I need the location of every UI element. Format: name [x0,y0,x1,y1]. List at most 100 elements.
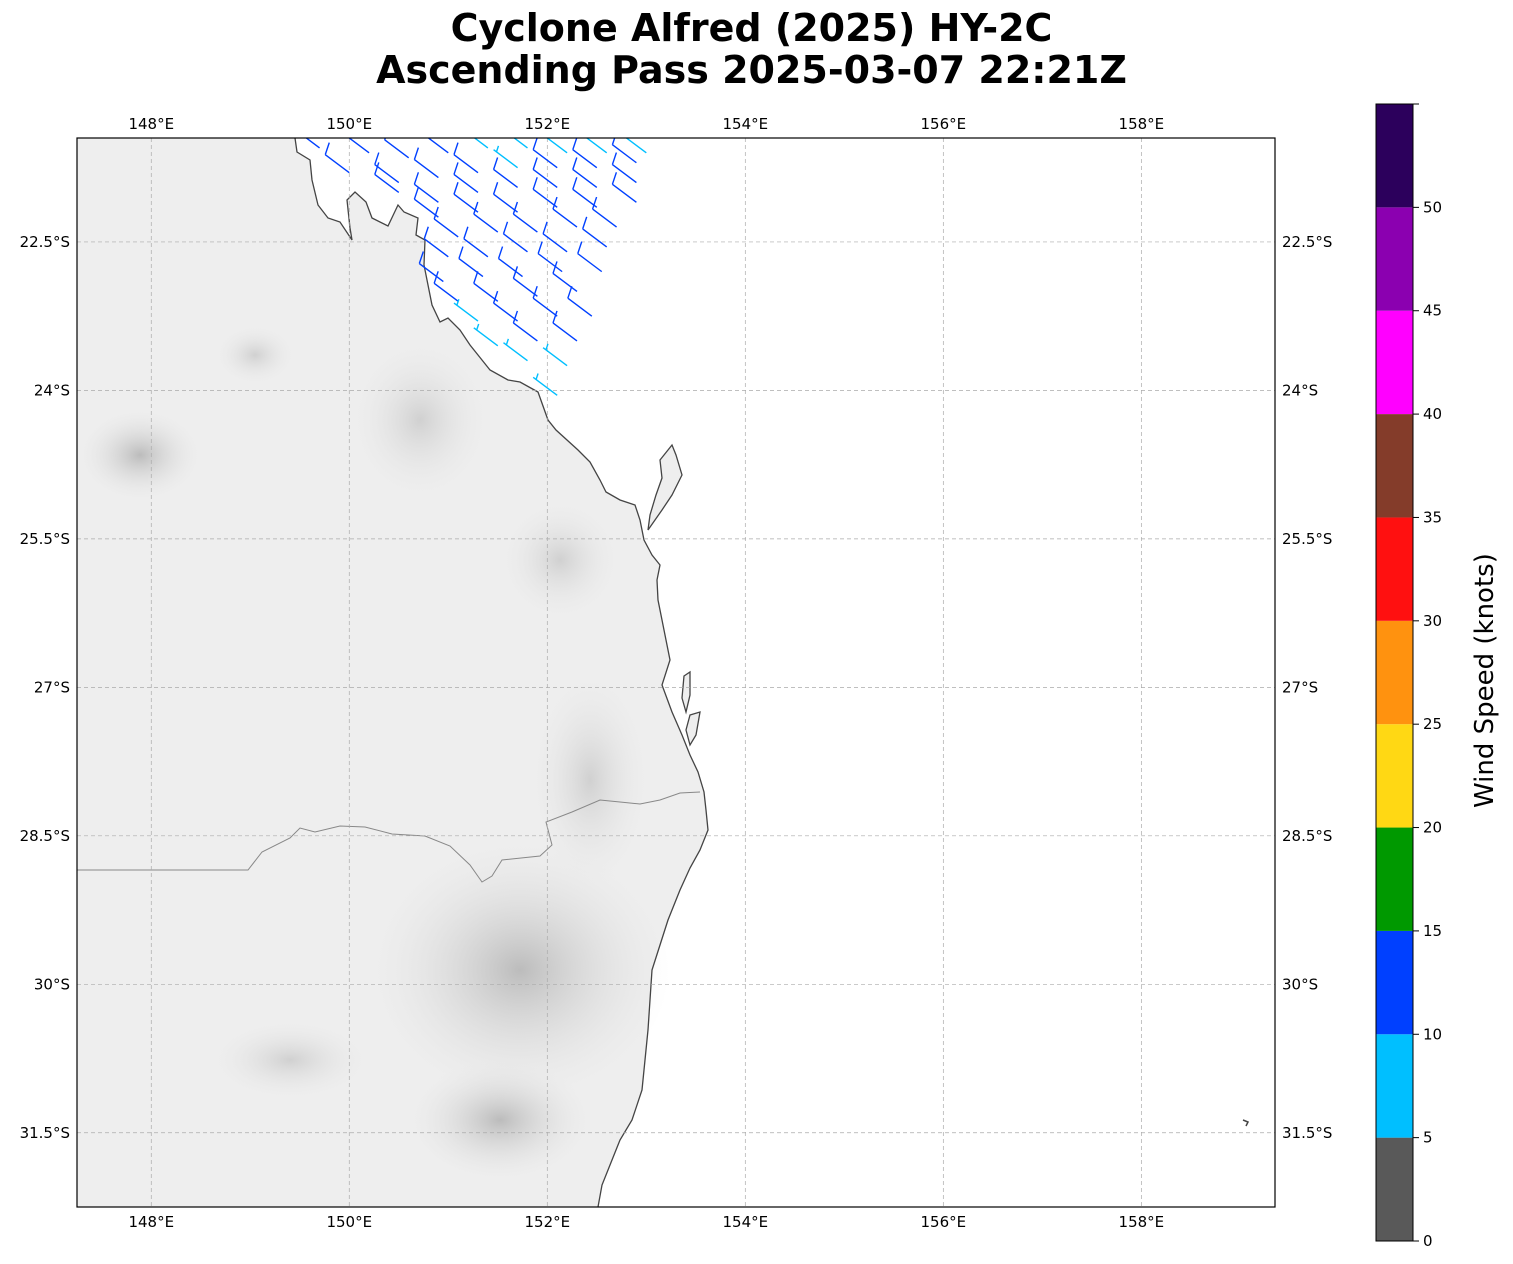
wind-barb [492,157,519,189]
wind-barb [473,138,489,149]
wind-barb [542,343,568,367]
colorbar-tick-label: 40 [1423,405,1442,423]
map-frame [76,137,1276,1208]
colorbar-bin [1376,827,1413,931]
lat-tick-label-left: 28.5°S [20,827,70,845]
colorbar-bin [1376,1034,1413,1138]
lat-tick-label-right: 24°S [1282,381,1318,399]
map-panel: 148°E 148°E 150°E 150°E 152°E 152°E 154°E 154°E… [20,115,1333,1231]
colorbar-bins [1376,104,1413,1241]
lat-tick-label-left: 30°S [34,975,70,993]
wind-barb [611,138,637,164]
wind-barb [552,196,578,228]
colorbar-bin [1376,517,1413,621]
colorbar-tick-label: 20 [1423,819,1442,837]
lon-tick-label-top: 156°E [921,115,967,133]
wind-barb [585,138,608,154]
stradbroke-island [685,711,701,747]
lon-tick-label-bottom: 152°E [524,1213,570,1231]
terrain-shading [215,325,295,385]
wind-barb [512,201,538,233]
lon-tick-label-top: 154°E [723,115,769,133]
lat-tick-label-left: 22.5°S [20,233,70,251]
wind-barb [625,138,647,154]
wind-barb [453,142,479,174]
terrain-shading [500,500,620,620]
axis-tick-labels: 148°E 148°E 150°E 150°E 152°E 152°E 154°E 154°E… [20,115,1333,1231]
wind-barb [532,373,558,396]
lat-tick-label-right: 25.5°S [1282,530,1332,548]
wind-barb [532,285,558,317]
lat-tick-label-right: 27°S [1282,678,1318,696]
wind-barb [537,241,563,273]
colorbar-label: Wind Speed (knots) [1470,553,1500,808]
colorbar-tick-label: 35 [1423,508,1442,526]
wind-barb [546,138,568,154]
wind-barb [348,138,370,154]
wind-barb [552,310,578,342]
wind-barb [492,182,519,213]
lat-tick-label-right: 30°S [1282,975,1318,993]
lon-tick-label-top: 158°E [1119,115,1165,133]
colorbar-tick-label: 30 [1423,612,1442,630]
wind-barb [591,196,618,228]
colorbar-bin [1376,310,1413,415]
wind-barb [473,201,499,233]
wind-barb [542,221,568,253]
terrain-shading [370,840,670,1100]
wind-barb [305,138,320,149]
colorbar-tick-label: 10 [1423,1025,1442,1043]
wind-barb [458,246,484,278]
wind-barb [552,261,578,292]
lord-howe-island [1242,1119,1250,1127]
wind-barb [512,310,538,342]
wind-barb [532,157,558,189]
colorbar-tick-label: 45 [1423,302,1442,320]
colorbar-tick-label: 25 [1423,715,1442,733]
colorbar-tick-label: 0 [1423,1232,1433,1250]
wind-barb [473,323,499,347]
coastline [294,138,709,1207]
wind-barbs [305,138,647,396]
wind-barb [497,246,523,278]
wind-barb [572,177,598,208]
wind-barb [324,142,350,174]
lon-tick-label-bottom: 158°E [1119,1213,1165,1231]
lat-tick-label-left: 31.5°S [20,1124,70,1142]
wind-barb [463,226,489,258]
lon-tick-label-top: 148°E [128,115,174,133]
moreton-island [681,670,691,715]
lat-tick-label-right: 31.5°S [1282,1124,1332,1142]
wind-barb [532,177,558,208]
wind-barb [502,221,528,253]
colorbar-tick-label: 5 [1423,1129,1433,1147]
wind-barb [413,186,439,218]
wind-barb [453,162,479,193]
lon-tick-label-top: 150°E [326,115,372,133]
wind-barb [582,216,608,248]
wind-barb [492,290,519,322]
colorbar-bin [1376,104,1413,208]
wind-barb [374,152,400,184]
wind-barb [433,271,459,302]
wind-barb [418,251,444,283]
colorbar-bin [1376,414,1413,518]
colorbar-frame [1375,103,1414,1242]
lat-tick-label-right: 28.5°S [1282,827,1332,845]
lat-tick-label-left: 24°S [34,381,70,399]
lon-tick-label-bottom: 154°E [723,1213,769,1231]
wind-barb [513,138,528,149]
wind-barb [611,172,637,203]
lat-tick-label-left: 25.5°S [20,530,70,548]
colorbar-bin [1376,930,1413,1035]
wind-barb [433,206,459,238]
terrain-shading [210,1020,370,1100]
wind-barb [577,241,603,273]
colorbar-bin [1376,207,1413,311]
colorbar-tick-label: 15 [1423,922,1442,940]
wind-barb [572,157,598,189]
wind-barb [493,145,519,169]
wind-barb [423,226,449,258]
wind-barb [572,138,598,169]
